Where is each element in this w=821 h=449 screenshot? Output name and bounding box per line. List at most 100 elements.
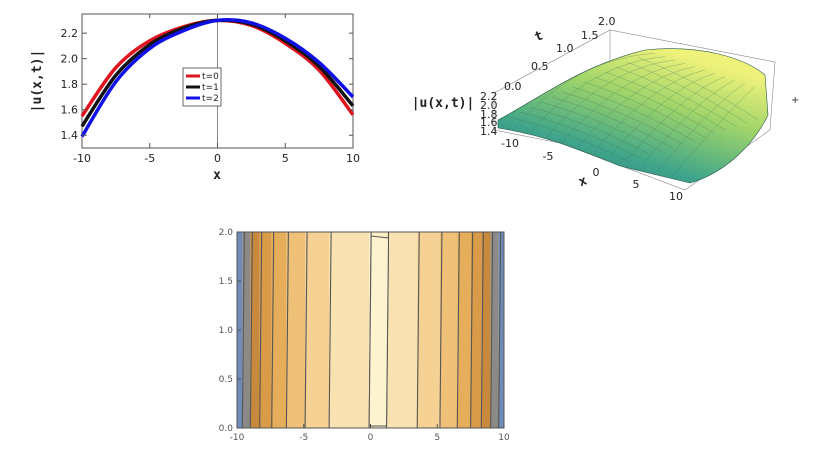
contour-band: [439, 232, 458, 428]
mesh-line: [519, 111, 642, 160]
surface-grid-lines: [508, 53, 758, 175]
mesh-line: [545, 59, 676, 138]
legend-label: t=1: [202, 83, 219, 93]
surface-mesh: [497, 48, 769, 184]
mesh-line: [530, 106, 652, 156]
contour-line: [439, 231, 443, 429]
y-tick-label: 1.6: [61, 104, 79, 117]
series-line-t2: [80, 18, 355, 138]
line-chart-panel: -10 -5 0 5 10 1.4 1.6 1.8 2.0 2.2 x |u(x,t)| t=0…: [30, 13, 360, 183]
contour-band: [498, 232, 504, 428]
x-tick-label: 0: [214, 152, 221, 165]
surface-t-label: t: [533, 28, 545, 45]
contour-line: [271, 231, 275, 429]
mesh-line: [609, 73, 716, 157]
surface-t-tick-label: 2.0: [598, 15, 616, 28]
mesh-line: [572, 86, 695, 142]
contour-line: [304, 231, 308, 429]
contour-x-tick-label: 5: [434, 433, 440, 443]
x-tick-label: -10: [73, 152, 91, 165]
curves: [80, 18, 355, 138]
surface-t-tick-label: 0.5: [531, 60, 549, 73]
mesh-line: [561, 63, 686, 143]
y-tick-label: 1.8: [61, 78, 79, 91]
y-tick-label: 2.0: [61, 53, 79, 66]
mesh-line: [529, 56, 666, 134]
surface-z-tick-label: 1.8: [480, 108, 498, 121]
contour-y-tick-label: 0.5: [219, 375, 233, 385]
contour-line: [259, 231, 263, 429]
surface-t-tick-label: 1.5: [581, 29, 599, 42]
contour-band: [286, 232, 306, 428]
mesh-line: [615, 66, 737, 127]
mesh-line: [513, 53, 656, 129]
contour-band: [305, 232, 330, 428]
x-tick-label: -5: [144, 152, 155, 165]
mesh-line: [562, 91, 684, 145]
legend-label: t=0: [202, 72, 219, 82]
contour-band: [481, 232, 491, 428]
x-tick-label: 10: [346, 152, 360, 165]
crosshair-marker: +: [791, 95, 799, 106]
contour-y-tick-label: 1.5: [219, 277, 233, 287]
contour-plot-panel: -10 -5 0 5 10 0.0 0.5 1.0 1.5 2.0: [219, 228, 510, 443]
mesh-line: [605, 71, 726, 131]
mesh-line: [540, 101, 663, 152]
contour-line: [416, 231, 420, 429]
surface-x-label: x: [577, 173, 590, 190]
contour-y-tick-label: 1.0: [219, 326, 234, 336]
contour-line: [498, 231, 502, 429]
y-ticks: 1.4 1.6 1.8 2.0 2.2: [61, 27, 353, 142]
mesh-line: [593, 69, 706, 152]
central-contour: [368, 235, 390, 427]
contour-band: [259, 232, 272, 428]
surface-z-tick-label: 2.0: [480, 99, 498, 112]
surface-t-tick-label: 0.0: [504, 80, 522, 93]
contour-line: [470, 231, 474, 429]
contour-x-ticks: -10 -5 0 5 10: [230, 424, 510, 443]
mesh-line: [508, 116, 631, 163]
contour-line: [490, 231, 494, 429]
surface-x-tick-label: 10: [669, 190, 683, 203]
contour-line: [241, 231, 245, 429]
mesh-line: [577, 66, 696, 148]
contour-band: [490, 232, 499, 428]
y-axis-label: |u(x,t)|: [30, 50, 45, 113]
contour-line: [328, 231, 332, 429]
mesh-line: [657, 83, 746, 170]
contour-x-tick-label: 0: [368, 433, 374, 443]
contour-x-tick-label: -10: [230, 433, 245, 443]
surface-x-tick-label: -10: [501, 137, 519, 150]
y-tick-label: 1.4: [61, 129, 79, 142]
contour-band: [250, 232, 260, 428]
contour-line: [285, 231, 289, 429]
surface-plot-panel: -10-505100.00.51.01.52.02.22.01.81.61.4 …: [412, 15, 800, 203]
contour-band: [457, 232, 471, 428]
contour-y-ticks: 0.0 0.5 1.0 1.5 2.0: [219, 228, 241, 434]
contour-line: [249, 231, 253, 429]
mesh-line: [641, 79, 736, 166]
surface-x-tick-label: 5: [633, 178, 640, 191]
legend-box: [182, 67, 222, 107]
mesh-line: [637, 56, 758, 120]
surface-z-tick-label: 1.4: [480, 125, 498, 138]
contour-line: [480, 231, 484, 429]
mesh-line: [583, 81, 705, 138]
surface-x-tick-label: 0: [593, 166, 600, 179]
y-tick-label: 2.2: [61, 27, 79, 40]
contour-band: [271, 232, 287, 428]
contour-y-tick-label: 0.0: [219, 424, 234, 434]
contour-x-tick-label: 10: [498, 433, 510, 443]
contour-band: [386, 232, 418, 428]
contour-band: [417, 232, 440, 428]
surface-z-label: |u(x,t)|: [412, 96, 475, 111]
contour-line: [456, 231, 460, 429]
x-axis-label: x: [213, 168, 221, 183]
contour-x-tick-label: -5: [299, 433, 308, 443]
mesh-line: [626, 61, 747, 124]
contour-band: [470, 232, 482, 428]
surface-z-tick-label: 1.6: [480, 116, 498, 129]
contour-band: [242, 232, 251, 428]
